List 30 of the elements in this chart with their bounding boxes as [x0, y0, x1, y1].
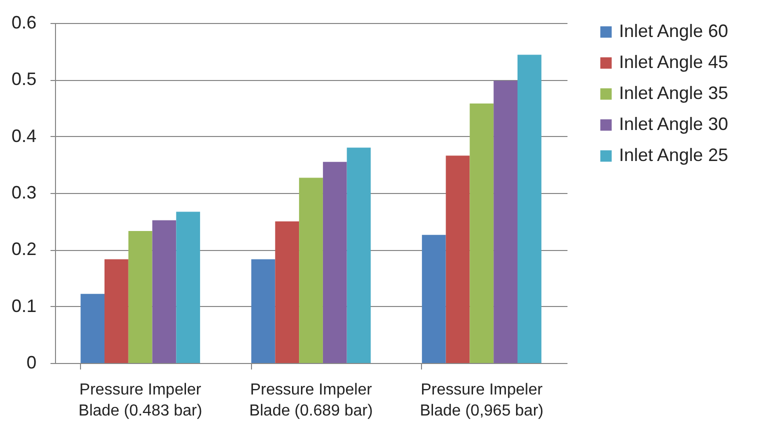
y-tick-label: 0.1	[11, 296, 36, 316]
bar	[299, 178, 323, 363]
y-tick-label: 0.2	[11, 239, 36, 260]
bar	[251, 259, 276, 363]
bar	[518, 54, 542, 363]
bar	[104, 259, 128, 363]
bar	[152, 220, 176, 363]
bar	[494, 80, 518, 363]
bar	[322, 162, 347, 363]
y-tick-label: 0.6	[11, 12, 36, 32]
bar	[446, 156, 470, 363]
y-tick-label: 0.3	[11, 182, 36, 202]
bar	[176, 212, 200, 363]
legend-label: Inlet Angle 45	[619, 52, 728, 72]
bar	[470, 103, 494, 363]
legend-label: Inlet Angle 35	[619, 83, 728, 103]
legend-label: Inlet Angle 25	[619, 145, 728, 165]
bar	[422, 234, 446, 363]
y-tick-label: 0.5	[11, 69, 36, 90]
bar	[128, 230, 152, 363]
legend-label: Inlet Angle 60	[619, 21, 728, 41]
bar	[80, 294, 104, 363]
x-tick-label: Pressure Impeler Blade (0.689 bar)	[249, 382, 373, 420]
x-tick-label: Pressure Impeler Blade (0.483 bar)	[78, 382, 202, 420]
bar	[346, 148, 371, 363]
y-tick-label: 0	[26, 352, 36, 372]
bar	[275, 221, 300, 363]
y-tick-label: 0.4	[11, 126, 36, 146]
x-tick-label: Pressure Impeler Blade (0,965 bar)	[420, 382, 544, 420]
legend-label: Inlet Angle 30	[619, 114, 728, 134]
